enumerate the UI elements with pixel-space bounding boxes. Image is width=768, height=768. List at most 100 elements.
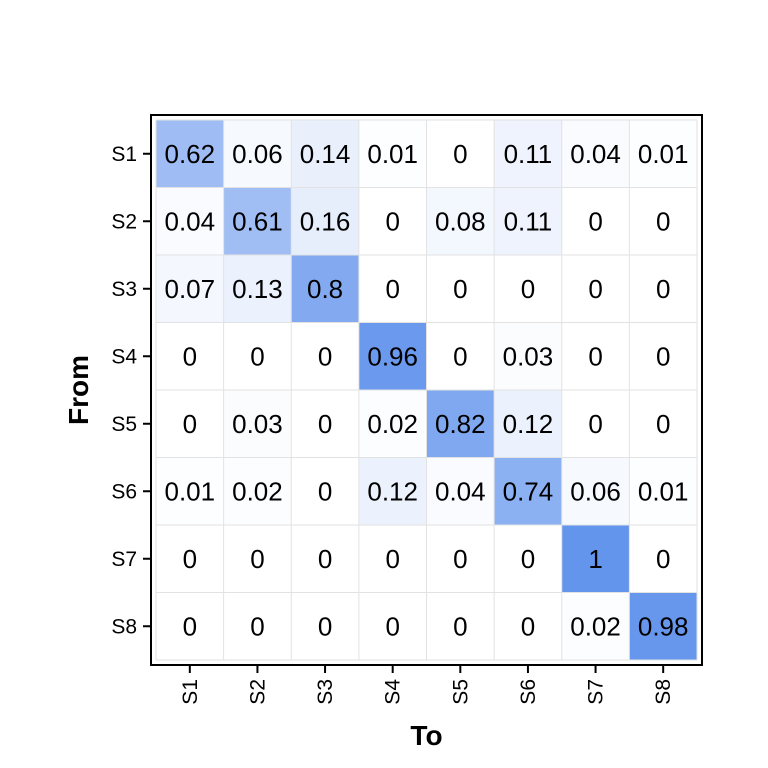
heatmap-cell — [629, 120, 697, 188]
heatmap-cell — [629, 457, 697, 525]
cell-value-label: 0 — [385, 611, 399, 641]
cell-value-label: 0.03 — [503, 341, 554, 371]
cell-value-label: 0 — [183, 611, 197, 641]
heatmap-cell — [561, 322, 630, 390]
heatmap-cell — [629, 390, 697, 458]
cell-value-label: 0.12 — [367, 476, 418, 506]
heatmap-cell — [494, 187, 562, 255]
cell-value-label: 0.01 — [638, 476, 689, 506]
cell-value-label: 0.01 — [638, 139, 689, 169]
cell-value-label: 0.02 — [570, 611, 621, 641]
cell-value-label: 0 — [318, 611, 332, 641]
cell-value-label: 0.96 — [367, 341, 418, 371]
x-tick-label: S7 — [585, 679, 608, 705]
cell-value-label: 0 — [588, 409, 602, 439]
x-tick-label: S3 — [314, 679, 337, 705]
cell-value-label: 0 — [521, 274, 535, 304]
heatmap-cell — [561, 525, 630, 593]
y-tick-label: S6 — [111, 480, 137, 503]
y-axis-ticks: S1 S2 S3 S4 S5 S6 S7 S8 — [111, 143, 151, 638]
heatmap-cell — [358, 322, 427, 390]
cell-value-label: 0 — [656, 206, 670, 236]
cell-value-label: 0 — [656, 341, 670, 371]
cell-value-label: 0 — [183, 409, 197, 439]
x-tick-label: S4 — [382, 679, 405, 705]
x-tick-label: S8 — [652, 679, 675, 705]
heatmap-cell — [561, 592, 630, 660]
cell-value-label: 0 — [588, 341, 602, 371]
cell-value-label: 0.02 — [367, 409, 418, 439]
heatmap-cell — [494, 592, 562, 660]
cell-value-labels: 0.62 0.06 0.14 0.01 0 0.11 0.04 0.01 0.04 0.61 0.1… — [165, 139, 689, 642]
cell-value-label: 0.08 — [435, 206, 486, 236]
heatmap-cell — [291, 457, 359, 525]
cell-value-label: 0.11 — [504, 206, 553, 236]
panel-border — [150, 114, 703, 666]
heatmap-cell — [156, 322, 224, 390]
heatmap-cell — [223, 525, 292, 593]
heatmap-cell — [223, 457, 292, 525]
y-tick-label: S4 — [111, 345, 137, 368]
heatmap-cell — [561, 457, 630, 525]
heatmap-cell — [156, 592, 224, 660]
heatmap-cell — [494, 390, 562, 458]
heatmap-cell — [426, 592, 495, 660]
heatmap-cell — [223, 322, 292, 390]
heatmap-cell — [561, 390, 630, 458]
heatmap-cell — [156, 525, 224, 593]
cell-value-label: 0 — [318, 341, 332, 371]
heatmap-grid — [155, 119, 698, 661]
cell-value-label: 0 — [250, 611, 264, 641]
cell-value-label: 0.01 — [367, 139, 418, 169]
cell-value-label: 0.61 — [232, 206, 283, 236]
cell-value-label: 0.62 — [165, 139, 216, 169]
heatmap-cell — [561, 255, 630, 323]
heatmap-cells — [156, 120, 697, 660]
heatmap-cell — [561, 120, 630, 188]
y-tick-label: S5 — [111, 413, 137, 436]
cell-value-label: 0.74 — [503, 476, 554, 506]
cell-value-label: 0 — [453, 544, 467, 574]
cell-value-label: 0 — [453, 611, 467, 641]
heatmap-cell — [426, 187, 495, 255]
heatmap-cell — [291, 322, 359, 390]
x-axis-title: To — [410, 720, 442, 751]
cell-value-label: 0.12 — [503, 409, 554, 439]
cell-value-label: 0.13 — [232, 274, 283, 304]
cell-value-label: 0.04 — [435, 476, 486, 506]
cell-value-label: 0 — [250, 341, 264, 371]
heatmap-cell — [358, 592, 427, 660]
heatmap-cell — [358, 120, 427, 188]
heatmap-cell — [426, 322, 495, 390]
heatmap-cell — [426, 120, 495, 188]
cell-value-label: 0 — [453, 341, 467, 371]
heatmap-cell — [223, 390, 292, 458]
cell-value-label: 0 — [385, 206, 399, 236]
heatmap-cell — [223, 255, 292, 323]
x-tick-label: S2 — [246, 679, 269, 705]
cell-value-label: 0 — [183, 544, 197, 574]
heatmap-cell — [358, 187, 427, 255]
cell-value-label: 0.03 — [232, 409, 283, 439]
heatmap-cell — [223, 187, 292, 255]
cell-value-label: 0 — [250, 544, 264, 574]
cell-value-label: 0 — [521, 544, 535, 574]
cell-value-label: 0 — [656, 409, 670, 439]
cell-value-label: 0.06 — [232, 139, 283, 169]
heatmap-cell — [223, 592, 292, 660]
cell-value-label: 0 — [318, 409, 332, 439]
heatmap-cell — [426, 525, 495, 593]
heatmap-cell — [156, 255, 224, 323]
heatmap-cell — [426, 255, 495, 323]
heatmap-cell — [358, 390, 427, 458]
heatmap-cell — [629, 525, 697, 593]
cell-value-label: 0 — [453, 274, 467, 304]
cell-value-label: 0.16 — [300, 206, 351, 236]
cell-value-label: 0.82 — [435, 409, 486, 439]
cell-value-label: 0 — [318, 476, 332, 506]
cell-value-label: 0 — [385, 544, 399, 574]
cell-value-label: 0 — [656, 274, 670, 304]
heatmap-cell — [358, 457, 427, 525]
cell-value-label: 0 — [318, 544, 332, 574]
